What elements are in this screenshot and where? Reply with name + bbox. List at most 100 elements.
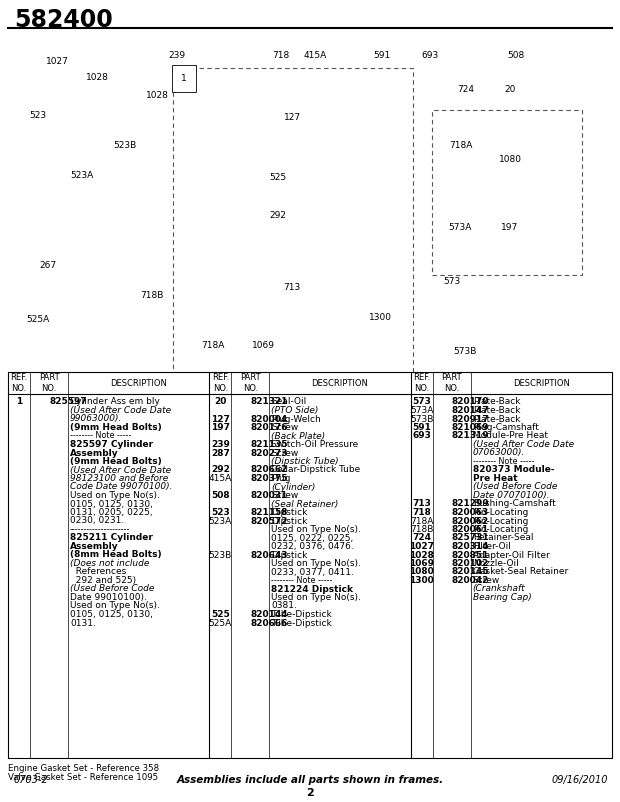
Text: Pre Heat: Pre Heat bbox=[472, 474, 517, 483]
Bar bbox=[8, 372, 612, 758]
Text: 09/16/2010: 09/16/2010 bbox=[552, 775, 608, 785]
Text: Retainer-Seal: Retainer-Seal bbox=[472, 533, 533, 542]
Text: 0131, 0205, 0225,: 0131, 0205, 0225, bbox=[70, 508, 153, 517]
Text: (Used Before Code: (Used Before Code bbox=[472, 483, 557, 492]
Text: 718B: 718B bbox=[410, 525, 433, 534]
Text: 820572: 820572 bbox=[250, 516, 288, 525]
Text: Used on Type No(s).: Used on Type No(s). bbox=[272, 525, 361, 534]
Text: Used on Type No(s).: Used on Type No(s). bbox=[272, 559, 361, 568]
Text: Used on Type No(s).: Used on Type No(s). bbox=[70, 491, 160, 500]
Text: Code Date 99070100).: Code Date 99070100). bbox=[70, 483, 172, 492]
Text: 415A: 415A bbox=[303, 51, 327, 59]
Text: Valve Gasket Set - Reference 1095: Valve Gasket Set - Reference 1095 bbox=[8, 773, 158, 782]
Text: 0125, 0222, 0225,: 0125, 0222, 0225, bbox=[272, 533, 353, 542]
Text: 821135: 821135 bbox=[250, 440, 288, 449]
Text: 820666: 820666 bbox=[250, 618, 288, 627]
Text: 525: 525 bbox=[211, 610, 229, 619]
Text: 98123100 and Before: 98123100 and Before bbox=[70, 474, 168, 483]
Text: 820063: 820063 bbox=[451, 508, 489, 517]
Text: 820662: 820662 bbox=[250, 465, 288, 475]
Text: 0703-2: 0703-2 bbox=[14, 775, 49, 785]
Text: 573: 573 bbox=[443, 277, 461, 286]
Text: 1: 1 bbox=[16, 398, 22, 407]
Text: Nozzle-Oil: Nozzle-Oil bbox=[472, 559, 518, 568]
Text: Screw: Screw bbox=[272, 423, 299, 432]
Text: 573A: 573A bbox=[448, 224, 472, 233]
Text: Adapter-Oil Filter: Adapter-Oil Filter bbox=[472, 550, 549, 560]
Text: 523B: 523B bbox=[209, 550, 232, 560]
Text: (Crankshaft: (Crankshaft bbox=[472, 585, 525, 593]
Text: 127: 127 bbox=[285, 114, 301, 123]
Text: 1300: 1300 bbox=[409, 576, 434, 585]
Text: Used on Type No(s).: Used on Type No(s). bbox=[70, 602, 160, 610]
Text: 1080: 1080 bbox=[498, 156, 521, 164]
Text: 718A: 718A bbox=[410, 516, 433, 525]
Text: PART
NO.: PART NO. bbox=[441, 373, 462, 393]
Text: 820643: 820643 bbox=[250, 550, 288, 560]
Text: Plate-Back: Plate-Back bbox=[472, 406, 520, 415]
Text: 724: 724 bbox=[412, 533, 431, 542]
Text: 415A: 415A bbox=[209, 474, 232, 483]
Text: Plate-Back: Plate-Back bbox=[472, 415, 520, 423]
Text: Collar-Dipstick Tube: Collar-Dipstick Tube bbox=[272, 465, 361, 475]
Text: 1028: 1028 bbox=[86, 74, 108, 83]
Text: Pin-Locating: Pin-Locating bbox=[472, 516, 528, 525]
Text: Date 07070100).: Date 07070100). bbox=[472, 491, 549, 500]
Text: Switch-Oil Pressure: Switch-Oil Pressure bbox=[272, 440, 358, 449]
Text: 820147: 820147 bbox=[451, 406, 489, 415]
Text: (Used After Code Date: (Used After Code Date bbox=[70, 465, 171, 475]
Text: 0233, 0377, 0411.: 0233, 0377, 0411. bbox=[272, 568, 354, 577]
Text: Date 99010100).: Date 99010100). bbox=[70, 593, 147, 602]
Text: (9mm Head Bolts): (9mm Head Bolts) bbox=[70, 423, 162, 432]
Text: Pin-Locating: Pin-Locating bbox=[472, 525, 528, 534]
Text: 825731: 825731 bbox=[451, 533, 489, 542]
Text: Screw: Screw bbox=[272, 491, 299, 500]
Text: Screw: Screw bbox=[472, 576, 500, 585]
Text: 287: 287 bbox=[211, 448, 230, 457]
Text: (9mm Head Bolts): (9mm Head Bolts) bbox=[70, 457, 162, 466]
Text: 820273: 820273 bbox=[250, 448, 288, 457]
Text: 573: 573 bbox=[412, 398, 431, 407]
Text: (PTO Side): (PTO Side) bbox=[272, 406, 319, 415]
Text: 239: 239 bbox=[211, 440, 230, 449]
Text: 820176: 820176 bbox=[250, 423, 288, 432]
Text: 821069: 821069 bbox=[451, 423, 489, 432]
Text: 825597: 825597 bbox=[49, 398, 87, 407]
Text: 267: 267 bbox=[40, 261, 56, 269]
Text: References: References bbox=[70, 568, 126, 577]
Text: Dipstick: Dipstick bbox=[272, 508, 308, 517]
Text: 820375: 820375 bbox=[250, 474, 288, 483]
Text: 820144: 820144 bbox=[250, 610, 288, 619]
Text: Dipstick: Dipstick bbox=[272, 516, 308, 525]
Text: DESCRIPTION: DESCRIPTION bbox=[513, 379, 570, 387]
Text: 820314: 820314 bbox=[451, 542, 489, 551]
Text: Tube-Dipstick: Tube-Dipstick bbox=[272, 610, 332, 619]
Text: (Back Plate): (Back Plate) bbox=[272, 431, 326, 440]
Text: ---------------------: --------------------- bbox=[70, 525, 130, 534]
Text: -------- Note -----: -------- Note ----- bbox=[70, 431, 131, 440]
Text: Bushing-Camshaft: Bushing-Camshaft bbox=[472, 500, 556, 508]
Text: 693: 693 bbox=[412, 431, 431, 440]
Text: 591: 591 bbox=[412, 423, 431, 432]
Text: Filter-Oil: Filter-Oil bbox=[472, 542, 510, 551]
Text: 239: 239 bbox=[169, 51, 185, 59]
Text: 693: 693 bbox=[422, 51, 438, 59]
Text: (8mm Head Bolts): (8mm Head Bolts) bbox=[70, 550, 162, 560]
Text: 724: 724 bbox=[458, 86, 474, 95]
Text: (Does not include: (Does not include bbox=[70, 559, 149, 568]
Text: Plate-Back: Plate-Back bbox=[472, 398, 520, 407]
Text: 820102: 820102 bbox=[451, 559, 489, 568]
Text: 523B: 523B bbox=[113, 140, 136, 149]
Text: 1069: 1069 bbox=[252, 341, 275, 350]
Text: (Used After Code Date: (Used After Code Date bbox=[70, 406, 171, 415]
Text: 508: 508 bbox=[507, 51, 525, 59]
Text: 523A: 523A bbox=[71, 171, 94, 180]
Text: 821224 Dipstick: 821224 Dipstick bbox=[272, 585, 353, 593]
Text: 0131.: 0131. bbox=[70, 618, 96, 627]
Text: (Used After Code Date: (Used After Code Date bbox=[472, 440, 574, 449]
Text: 508: 508 bbox=[211, 491, 229, 500]
Text: 1300: 1300 bbox=[368, 314, 391, 322]
Text: 718: 718 bbox=[412, 508, 431, 517]
Text: 573B: 573B bbox=[410, 415, 433, 423]
Text: 821299: 821299 bbox=[451, 500, 489, 508]
